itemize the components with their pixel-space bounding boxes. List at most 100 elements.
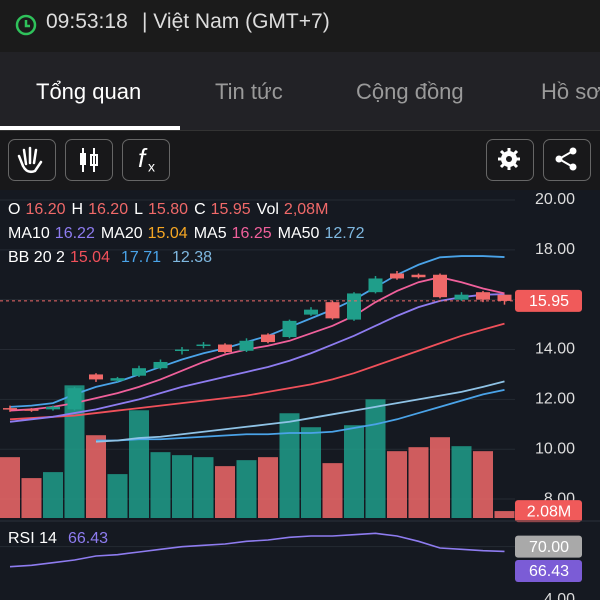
volume-bar — [258, 457, 278, 518]
hand-icon — [17, 146, 43, 174]
y-tick-label: 18.00 — [535, 241, 575, 258]
legend-label: MA10 — [8, 225, 50, 242]
volume-bar — [430, 437, 450, 518]
indicator-line — [9, 322, 505, 421]
legend-label: O — [8, 201, 21, 218]
legend-label: BB 20 2 — [8, 249, 65, 266]
svg-text:x: x — [148, 159, 155, 175]
legend-value: 16.25 — [231, 225, 272, 242]
y-tick-label: 20.00 — [535, 191, 575, 208]
status-bar: 09:53:18 | Việt Nam (GMT+7) — [0, 0, 600, 52]
volume-bar — [129, 410, 149, 518]
chart-type-button[interactable] — [65, 139, 113, 181]
tab[interactable]: Hồ sơ — [541, 79, 600, 104]
candle-body — [411, 274, 426, 278]
y-tick-label: 12.00 — [535, 391, 575, 408]
legend-label: L — [134, 201, 144, 218]
legend-label: C — [194, 201, 206, 218]
legend-row: O 16.20 H 16.20 L 15.80 C 15.95 Vol 2,08M — [8, 198, 370, 222]
candle-body — [89, 374, 103, 380]
last-volume-box — [515, 500, 582, 523]
legend: O 16.20 H 16.20 L 15.80 C 15.95 Vol 2,08M MA10 16.2… — [8, 198, 370, 270]
volume-bar — [473, 451, 493, 518]
indicator-line — [9, 276, 505, 412]
volume-bar — [107, 474, 128, 518]
legend-label: MA5 — [193, 225, 227, 242]
legend-label: H — [71, 201, 84, 218]
time: 09:53:18 — [46, 10, 128, 33]
indicator-line — [9, 255, 505, 408]
candle-body — [282, 320, 297, 338]
candle-body — [325, 302, 340, 319]
tab[interactable]: Tổng quan — [36, 79, 142, 104]
candle-body — [24, 409, 39, 411]
share-button[interactable] — [543, 139, 591, 181]
candle-body — [196, 344, 211, 347]
volume-bar — [21, 478, 42, 518]
legend-label: MA50 — [277, 225, 320, 242]
volume-bar — [494, 511, 515, 518]
rsi-name: RSI 14 — [8, 530, 57, 547]
candle-body — [368, 278, 383, 293]
legend-row: BB 20 2 15.04 17.71 12.38 — [8, 246, 370, 270]
volume-bar — [387, 451, 407, 518]
candle-body — [347, 293, 361, 320]
candle-body — [454, 294, 469, 300]
candle-body — [497, 294, 512, 301]
volume-bar — [86, 435, 106, 518]
plot-background — [0, 190, 600, 600]
last-volume-label: 2.08M — [527, 503, 571, 520]
svg-text:f: f — [138, 143, 148, 173]
volume-bar — [451, 446, 472, 518]
indicator-line — [96, 389, 505, 442]
legend-value: 16.20 — [88, 201, 129, 218]
tab[interactable]: Cộng đồng — [356, 79, 464, 104]
indicator-line — [9, 293, 505, 423]
legend-value: 16.22 — [54, 225, 95, 242]
tab-bar: Tổng quan Tin tức Cộng đồng Hồ sơ — [0, 52, 600, 131]
axis-partial-label: 4.00 — [544, 591, 575, 600]
volume-bar — [301, 427, 321, 518]
volume-bar — [236, 460, 257, 518]
volume-bar — [408, 447, 429, 518]
legend-value: 2,08M — [283, 201, 329, 218]
y-tick-label: 14.00 — [535, 341, 575, 358]
indicator-line — [95, 380, 505, 443]
volume-bar — [43, 472, 63, 518]
legend-value: 15.95 — [210, 201, 251, 218]
candle-body — [261, 334, 275, 343]
rsi-last-label: 66.43 — [529, 563, 569, 580]
volume-bar — [344, 425, 364, 518]
volume-bar — [365, 399, 386, 518]
candle-body — [3, 408, 17, 410]
candle-body — [304, 309, 318, 315]
volume-bar — [172, 455, 192, 518]
volume-bar — [279, 413, 300, 518]
candle-body — [175, 349, 189, 352]
legend-value: 12.72 — [324, 225, 365, 242]
timezone: | Việt Nam (GMT+7) — [142, 10, 330, 33]
volume-bar — [193, 457, 214, 518]
clock-icon — [15, 14, 37, 36]
settings-button[interactable] — [486, 139, 534, 181]
rsi-value: 66.43 — [68, 530, 108, 547]
tab[interactable]: Tin tức — [215, 79, 283, 104]
tab-underline — [0, 126, 180, 130]
candle-body — [239, 340, 254, 351]
drawing-button[interactable] — [8, 139, 56, 181]
rsi-tick-label: 70.00 — [529, 539, 569, 556]
volume-bar — [150, 452, 171, 518]
last-price-box — [515, 289, 582, 312]
legend-value: 17.71 — [120, 249, 162, 266]
candle-body — [46, 406, 60, 410]
candle-icon — [80, 148, 98, 172]
rsi-line — [9, 532, 505, 568]
share-icon — [555, 147, 577, 171]
last-price-label: 15.95 — [529, 293, 569, 310]
candle-body — [153, 361, 168, 369]
